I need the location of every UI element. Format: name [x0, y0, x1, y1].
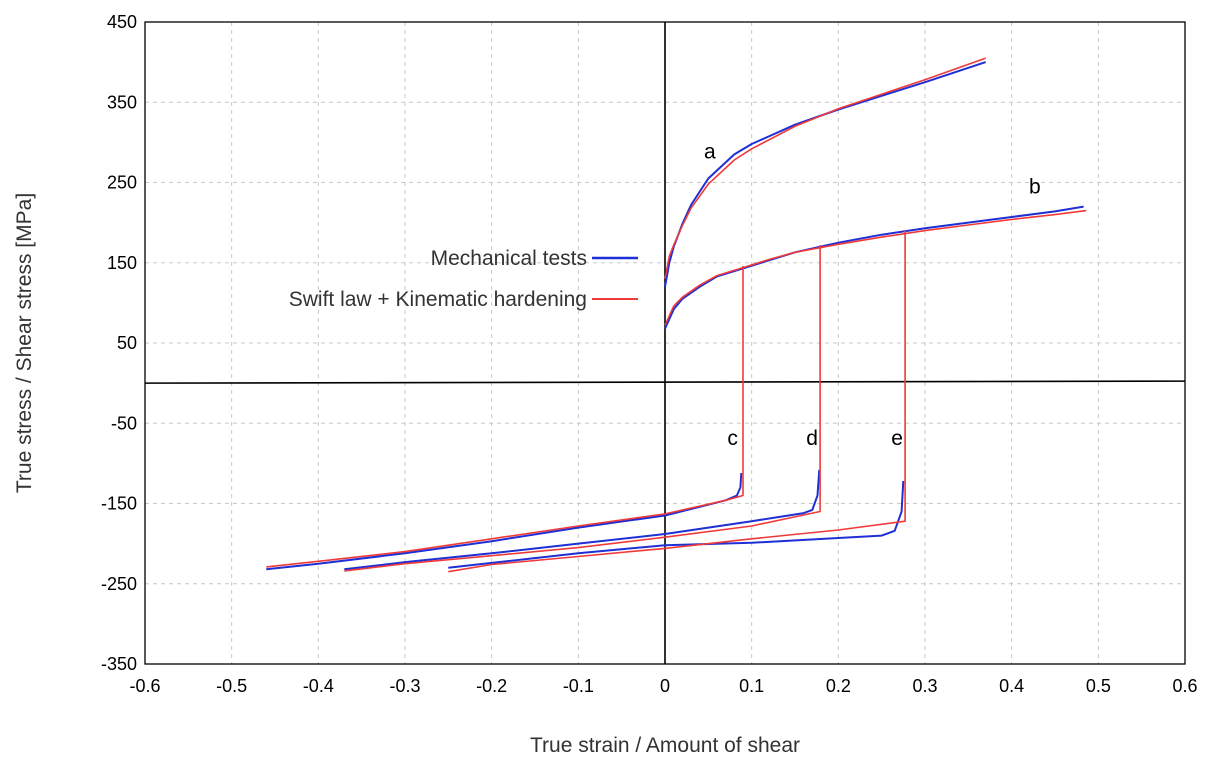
x-tick-label: -0.2 [476, 676, 507, 696]
series-line-4 [266, 472, 743, 571]
x-tick-label: 0.3 [912, 676, 937, 696]
y-tick-label: -50 [111, 413, 137, 433]
tick-labels: -0.6 -0.5 -0.4 -0.3 -0.2 -0.1 0 0.1 0.2 0.3 0.4 0.5… [101, 12, 1198, 696]
legend-label-swift-law: Swift law + Kinematic hardening [289, 288, 587, 311]
y-tick-label: 450 [107, 12, 137, 32]
series-layer [266, 57, 1087, 573]
x-tick-label: -0.4 [303, 676, 334, 696]
curve-labels: a b c d e [704, 140, 1041, 449]
series-line-9 [448, 230, 906, 573]
x-tick-label: -0.3 [389, 676, 420, 696]
y-tick-label: -250 [101, 574, 137, 594]
x-axis-title: True strain / Amount of shear [530, 734, 800, 757]
x-tick-label: 0.4 [999, 676, 1024, 696]
curve-label-b: b [1029, 176, 1041, 199]
y-tick-label: 350 [107, 92, 137, 112]
series-line-6 [344, 469, 821, 571]
y-axis-title: True stress / Shear stress [MPa] [13, 193, 36, 493]
x-tick-label: 0.2 [826, 676, 851, 696]
x-tick-label: -0.6 [129, 676, 160, 696]
series-line-7 [344, 245, 821, 572]
curve-label-d: d [806, 427, 818, 450]
series-line-3 [664, 209, 1087, 326]
curve-label-e: e [891, 427, 903, 450]
x-tick-label: 0.6 [1172, 676, 1197, 696]
y-tick-label: 150 [107, 253, 137, 273]
x-tick-label: -0.1 [563, 676, 594, 696]
curve-label-a: a [704, 140, 716, 163]
legend-label-mechanical-tests: Mechanical tests [431, 247, 587, 270]
series-line-5 [266, 266, 744, 568]
series-line-1 [664, 57, 986, 279]
zero-axes [144, 22, 1186, 664]
curve-label-c: c [727, 427, 738, 450]
y-tick-label: -150 [101, 494, 137, 514]
series-line-2 [664, 205, 1084, 330]
series-line-8 [448, 480, 905, 569]
y-tick-label: 250 [107, 173, 137, 193]
series-line-0 [664, 61, 987, 287]
y-tick-label: 50 [117, 333, 137, 353]
x-tick-label: 0.1 [739, 676, 764, 696]
y-tick-label: -350 [101, 654, 137, 674]
x-tick-label: 0 [660, 676, 670, 696]
legend: Mechanical tests Swift law + Kinematic h… [289, 247, 638, 311]
x-tick-label: -0.5 [216, 676, 247, 696]
x-tick-label: 0.5 [1086, 676, 1111, 696]
